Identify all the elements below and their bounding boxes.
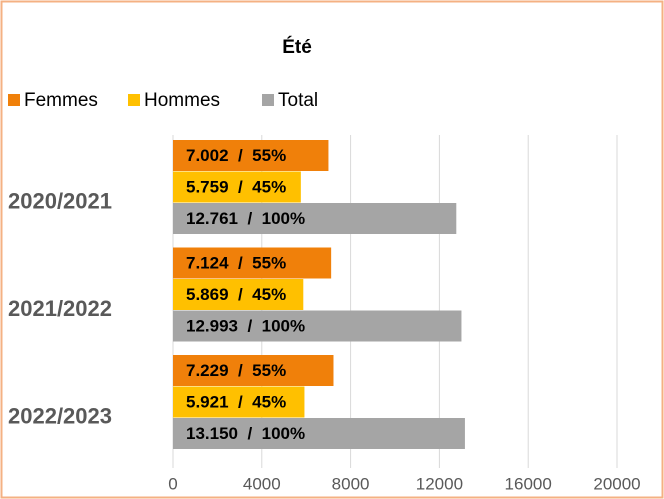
bar bbox=[173, 140, 329, 171]
x-tick-label: 0 bbox=[168, 474, 177, 493]
value-label: 5.869 / 45% bbox=[186, 285, 286, 304]
legend-label: Hommes bbox=[144, 90, 220, 111]
legend-swatch bbox=[8, 94, 20, 106]
bar bbox=[173, 355, 334, 386]
x-tick-label: 20000 bbox=[593, 474, 640, 493]
bar bbox=[173, 418, 465, 449]
x-tick-label: 12000 bbox=[416, 474, 463, 493]
bar bbox=[173, 247, 332, 279]
y-tick-label: 2022/2023 bbox=[8, 404, 112, 429]
y-tick-label: 2021/2022 bbox=[8, 296, 112, 321]
chart-title: Été bbox=[282, 36, 312, 58]
legend-swatch bbox=[128, 94, 140, 106]
legend-swatch bbox=[262, 94, 274, 106]
legend-label: Total bbox=[278, 90, 318, 111]
y-tick-label: 2020/2021 bbox=[8, 189, 112, 214]
bar bbox=[173, 171, 301, 203]
value-label: 5.921 / 45% bbox=[186, 392, 286, 411]
value-label: 13.150 / 100% bbox=[186, 424, 305, 443]
x-tick-label: 4000 bbox=[243, 474, 281, 493]
bar bbox=[173, 203, 457, 234]
bar bbox=[173, 310, 462, 342]
value-label: 7.124 / 55% bbox=[186, 253, 286, 272]
x-tick-label: 8000 bbox=[332, 474, 370, 493]
value-label: 12.761 / 100% bbox=[186, 209, 305, 228]
value-label: 5.759 / 45% bbox=[186, 177, 286, 196]
bar bbox=[173, 279, 304, 310]
value-label: 7.002 / 55% bbox=[186, 146, 286, 165]
legend-label: Femmes bbox=[24, 90, 98, 111]
bar bbox=[173, 386, 305, 418]
value-label: 12.993 / 100% bbox=[186, 316, 305, 335]
x-tick-label: 16000 bbox=[505, 474, 552, 493]
value-label: 7.229 / 55% bbox=[186, 361, 286, 380]
